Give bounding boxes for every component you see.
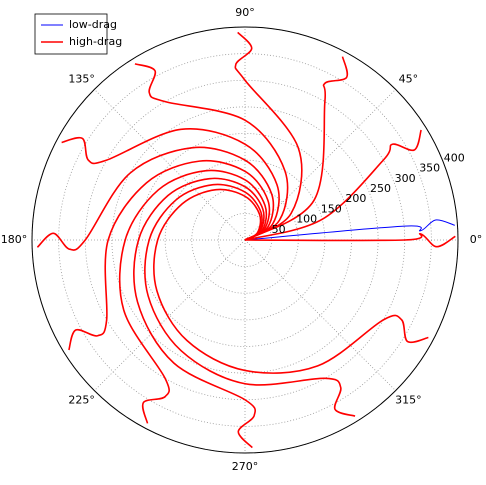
trajectory <box>144 183 356 417</box>
legend-label: low-drag <box>69 18 117 31</box>
r-tick-label: 150 <box>321 202 342 215</box>
trajectory <box>68 159 271 351</box>
r-tick-label: 50 <box>272 223 286 236</box>
r-tick-label: 350 <box>419 162 440 175</box>
theta-tick-label: 90° <box>235 6 255 19</box>
r-tick-label: 200 <box>345 192 366 205</box>
legend-label: high-drag <box>69 35 122 48</box>
trajectory <box>133 177 265 449</box>
trajectory <box>118 169 268 424</box>
trajectory <box>244 129 422 241</box>
theta-tick-label: 270° <box>232 460 259 473</box>
theta-tick-label: 135° <box>68 72 95 85</box>
trajectory <box>61 128 280 241</box>
grid-spoke <box>244 239 396 391</box>
theta-tick-label: 315° <box>395 394 422 407</box>
theta-tick-label: 0° <box>470 233 483 246</box>
theta-tick-label: 45° <box>399 72 419 85</box>
trajectory <box>244 56 349 241</box>
theta-tick-label: 180° <box>1 233 28 246</box>
r-tick-label: 400 <box>444 151 465 164</box>
trajectory <box>153 188 429 374</box>
trajectory <box>244 232 456 248</box>
theta-tick-label: 225° <box>68 394 95 407</box>
trajectory <box>134 63 289 241</box>
plot-frame <box>31 26 459 454</box>
grid-spoke <box>94 89 246 241</box>
legend-box <box>34 13 108 55</box>
r-tick-label: 300 <box>395 172 416 185</box>
grid-spoke <box>244 89 396 241</box>
grid-spoke <box>94 239 246 391</box>
trajectory <box>244 219 455 241</box>
r-tick-label: 250 <box>370 182 391 195</box>
trajectory <box>36 146 275 251</box>
trajectory <box>234 31 303 241</box>
r-tick-label: 100 <box>296 213 317 226</box>
